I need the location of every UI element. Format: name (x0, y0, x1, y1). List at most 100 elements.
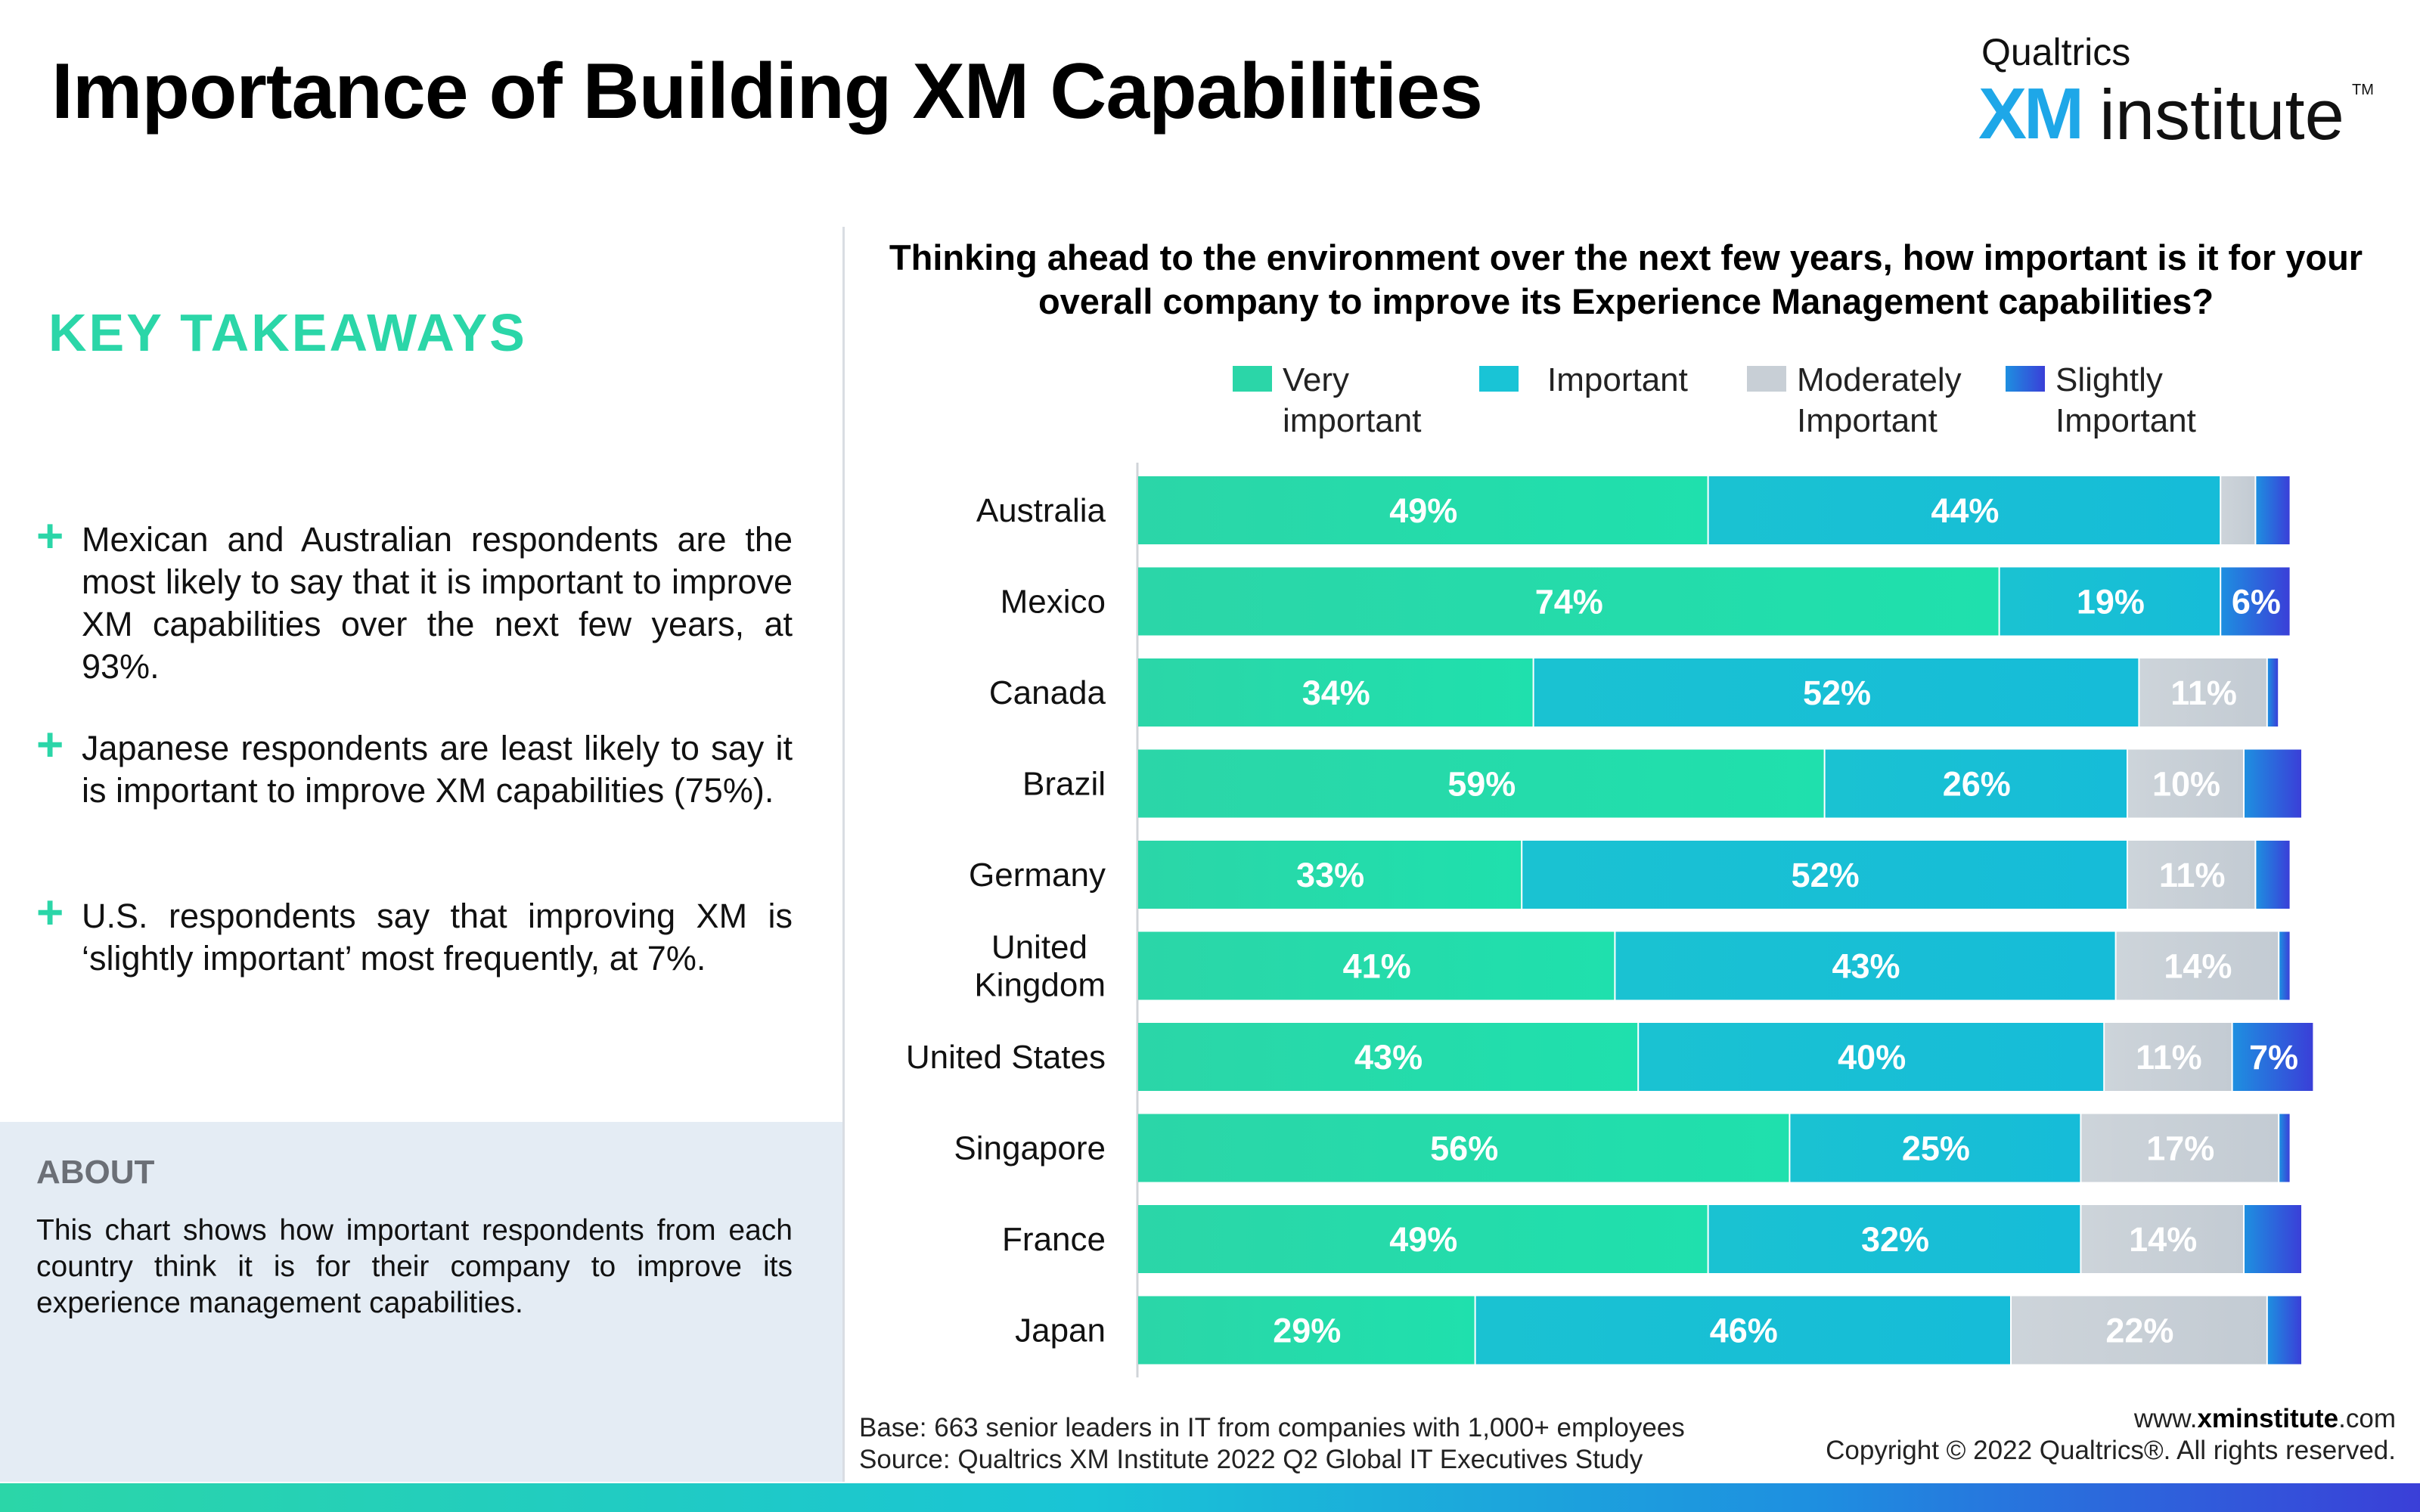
bar-segment-slightly-important (2245, 1205, 2301, 1273)
bar-segment-moderately-important (2128, 841, 2255, 909)
logo-tm-mark: TM (2352, 82, 2374, 98)
bar-segment-moderately-important (2105, 1023, 2232, 1091)
bar-segment-important (1825, 749, 2127, 818)
footnote: Base: 663 senior leaders in IT from comp… (859, 1412, 1685, 1476)
bar-segment-slightly-important (2267, 658, 2279, 727)
logo-qualtrics-text: Qualtrics (1981, 31, 2131, 73)
xm-institute-logo: Qualtrics XM institute TM (1974, 27, 2374, 154)
bar-segment-slightly-important (2245, 749, 2301, 818)
data-label: 52% (1803, 674, 1871, 712)
bar-segment-very-important (1138, 1205, 1708, 1273)
bar-segment-moderately-important (2081, 1205, 2243, 1273)
data-label: 29% (1273, 1312, 1341, 1350)
data-label: 46% (1710, 1312, 1778, 1350)
bar-segment-very-important (1138, 567, 1999, 636)
legend-label: Important (1547, 361, 1688, 398)
data-label: 40% (1838, 1038, 1906, 1077)
legend-swatch-very-important (1233, 366, 1272, 392)
bar-segment-very-important (1138, 1296, 1475, 1365)
data-label: 11% (2159, 856, 2226, 894)
bar-segment-moderately-important (2221, 476, 2255, 544)
category-label: Singapore (954, 1130, 1106, 1167)
data-label: 43% (1354, 1038, 1423, 1077)
about-text: This chart shows how important responden… (36, 1214, 793, 1319)
data-label: 34% (1302, 674, 1370, 712)
bar-segment-very-important (1138, 1114, 1789, 1182)
category-label: Germany (969, 857, 1106, 894)
data-label: 11% (2136, 1038, 2202, 1077)
panel-divider (842, 227, 845, 1482)
bar-segment-slightly-important (2267, 1296, 2301, 1365)
plus-icon: + (36, 719, 64, 771)
bar-segment-slightly-important (2256, 476, 2290, 544)
data-label: 11% (2170, 674, 2237, 712)
bar-segment-very-important (1138, 658, 1533, 727)
takeaway-item: Mexican and Australian respondents are t… (82, 520, 793, 686)
copyright-text: Copyright © 2022 Qualtrics®. All rights … (1826, 1436, 2396, 1465)
bar-segment-very-important (1138, 931, 1615, 1000)
legend-label: Moderately Important (1797, 361, 1962, 439)
base-note: Base: 663 senior leaders in IT from comp… (859, 1413, 1685, 1442)
category-label: Brazil (1022, 766, 1106, 803)
bar-segment-important (1790, 1114, 2080, 1182)
category-label: United Kingdom (974, 929, 1106, 1004)
data-label: 32% (1861, 1220, 1929, 1259)
bar-segment-important (2000, 567, 2220, 636)
data-label: 25% (1902, 1129, 1970, 1168)
legend-label: Very important (1283, 361, 1422, 439)
bar-segment-slightly-important (2256, 841, 2290, 909)
bar-segment-important (1475, 1296, 2010, 1365)
bar-segment-moderately-important (2116, 931, 2279, 1000)
legend-swatch-moderately-important (1747, 366, 1786, 392)
bar-segment-important (1534, 658, 2139, 727)
about-heading: ABOUT (36, 1154, 155, 1191)
chart-title: Thinking ahead to the environment over t… (889, 237, 2363, 321)
data-label: 10% (2152, 765, 2220, 804)
data-label: 14% (2129, 1220, 2197, 1259)
page-title: Importance of Building XM Capabilities (51, 48, 1483, 135)
bar-segment-important (1522, 841, 2127, 909)
copyright-block: www.xminstitute.com Copyright © 2022 Qua… (1826, 1403, 2396, 1467)
category-label: Australia (976, 492, 1106, 529)
category-label: Canada (989, 674, 1106, 711)
bar-segment-very-important (1138, 749, 1824, 818)
data-label: 49% (1389, 491, 1457, 530)
data-label: 7% (2249, 1038, 2298, 1077)
logo-institute-text: institute (2099, 75, 2344, 154)
bar-segment-moderately-important (2012, 1296, 2266, 1365)
bar-segment-slightly-important (2279, 1114, 2290, 1182)
takeaway-item: Japanese respondents are least likely to… (82, 729, 793, 810)
category-label: United States (906, 1039, 1106, 1076)
plus-icon: + (36, 887, 64, 939)
key-takeaways-heading: KEY TAKEAWAYS (48, 303, 527, 362)
data-label: 59% (1447, 765, 1516, 804)
data-label: 17% (2146, 1129, 2214, 1168)
data-label: 74% (1535, 583, 1603, 621)
bottom-gradient-bar (0, 1483, 2420, 1512)
data-label: 22% (2105, 1312, 2173, 1350)
data-label: 52% (1792, 856, 1860, 894)
data-label: 33% (1296, 856, 1364, 894)
source-note: Source: Qualtrics XM Institute 2022 Q2 G… (859, 1445, 1643, 1474)
data-label: 44% (1931, 491, 1999, 530)
takeaway-item: U.S. respondents say that improving XM i… (82, 897, 793, 978)
bar-segment-slightly-important (2279, 931, 2290, 1000)
bar-segment-moderately-important (2081, 1114, 2279, 1182)
legend-swatch-slightly-important (2006, 366, 2045, 392)
website-suffix: .com (2338, 1404, 2396, 1433)
website-prefix: www. (2133, 1404, 2198, 1433)
bar-segment-important (1615, 931, 2115, 1000)
about-panel (0, 1122, 842, 1482)
category-label: Japan (1015, 1312, 1106, 1349)
data-label: 43% (1832, 947, 1900, 986)
legend-swatch-important (1479, 366, 1519, 392)
bar-segment-very-important (1138, 1023, 1638, 1091)
website-link[interactable]: www.xminstitute.com (1826, 1403, 2396, 1435)
bar-segment-very-important (1138, 841, 1522, 909)
data-label: 19% (2077, 583, 2145, 621)
website-domain: xminstitute (2197, 1404, 2339, 1433)
plus-icon: + (36, 510, 64, 562)
bar-segment-important (1639, 1023, 2104, 1091)
data-label: 26% (1943, 765, 2011, 804)
